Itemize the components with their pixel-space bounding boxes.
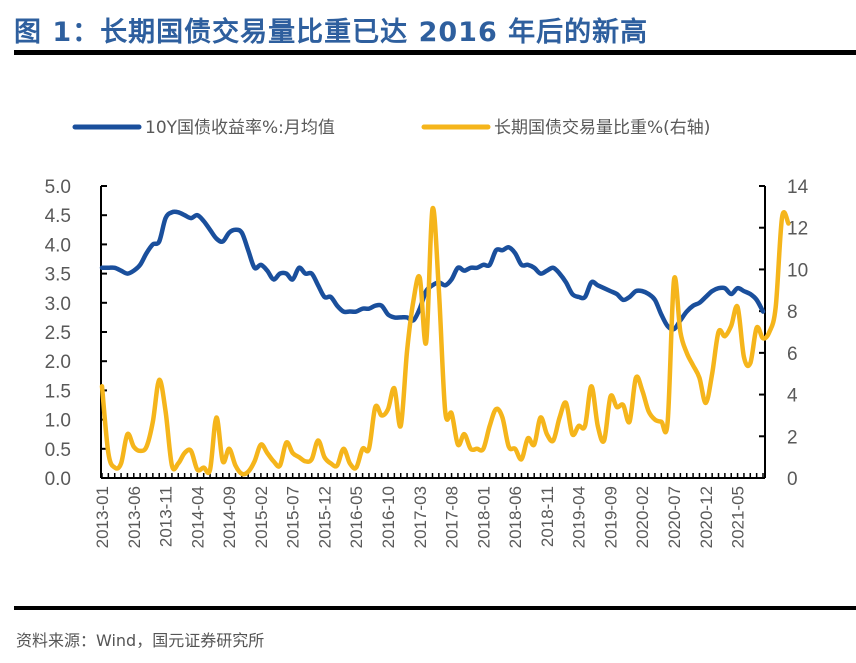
x-tick-label: 2021-05	[729, 486, 748, 548]
figure-title: 图 1：长期国债交易量比重已达 2016 年后的新高	[14, 17, 649, 48]
left-y-tick-label: 2.0	[45, 352, 71, 373]
left-y-tick-label: 0.5	[45, 440, 71, 461]
left-y-tick-label: 1.0	[45, 411, 71, 432]
x-tick-label: 2020-07	[665, 486, 684, 548]
left-y-tick-label: 4.0	[45, 235, 71, 256]
right-y-tick-label: 10	[787, 260, 808, 281]
right-y-tick-label: 12	[787, 219, 808, 240]
left-y-tick-label: 3.0	[45, 294, 71, 315]
title-divider	[14, 50, 856, 55]
x-tick-label: 2015-12	[315, 486, 334, 548]
x-tick-label: 2018-01	[474, 486, 493, 548]
x-tick-label: 2013-06	[125, 486, 144, 548]
x-tick-label: 2014-04	[188, 486, 207, 548]
right-y-tick-label: 4	[787, 386, 798, 407]
x-tick-label: 2018-11	[538, 486, 557, 547]
x-tick-label: 2014-09	[220, 486, 239, 548]
x-tick-label: 2019-09	[601, 486, 620, 548]
left-y-tick-label: 5.0	[45, 177, 71, 198]
right-y-tick-label: 14	[787, 177, 809, 198]
x-tick-label: 2015-02	[252, 486, 271, 548]
x-tick-label: 2019-04	[570, 486, 589, 548]
x-tick-label: 2020-02	[633, 486, 652, 548]
x-tick-label: 2018-06	[506, 486, 525, 548]
legend-label-share: 长期国债交易量比重%(右轴)	[494, 118, 710, 138]
legend-label-yield: 10Y国债收益率%:月均值	[145, 118, 335, 138]
x-tick-label: 2015-07	[284, 486, 303, 548]
left-y-tick-label: 3.5	[45, 265, 71, 286]
right-y-tick-label: 2	[787, 427, 798, 448]
x-tick-label: 2013-01	[93, 486, 112, 548]
left-y-tick-label: 0.0	[45, 469, 71, 490]
x-tick-label: 2017-03	[411, 486, 430, 548]
right-y-tick-label: 8	[787, 302, 798, 323]
right-y-tick-label: 6	[787, 344, 798, 365]
dual-axis-line-chart: 10Y国债收益率%:月均值 长期国债交易量比重%(右轴) 0.0 0.5 1.0 1.…	[45, 118, 809, 548]
source-note: 资料来源：Wind，国元证券研究所	[16, 631, 265, 650]
legend: 10Y国债收益率%:月均值 长期国债交易量比重%(右轴)	[72, 118, 710, 138]
left-y-tick-label: 2.5	[45, 323, 71, 344]
x-tick-label: 2016-10	[379, 486, 398, 548]
x-tick-label: 2020-12	[697, 486, 716, 548]
left-y-tick-label: 1.5	[45, 381, 71, 402]
left-y-tick-label: 4.5	[45, 206, 71, 227]
series-line-yield	[99, 209, 766, 332]
x-tick-label: 2013-11	[157, 486, 176, 547]
series-line-share	[99, 205, 791, 477]
x-tick-label: 2017-08	[443, 486, 462, 548]
x-tick-label: 2016-05	[347, 486, 366, 548]
right-y-tick-label: 0	[787, 469, 798, 490]
footer-divider	[14, 606, 856, 610]
